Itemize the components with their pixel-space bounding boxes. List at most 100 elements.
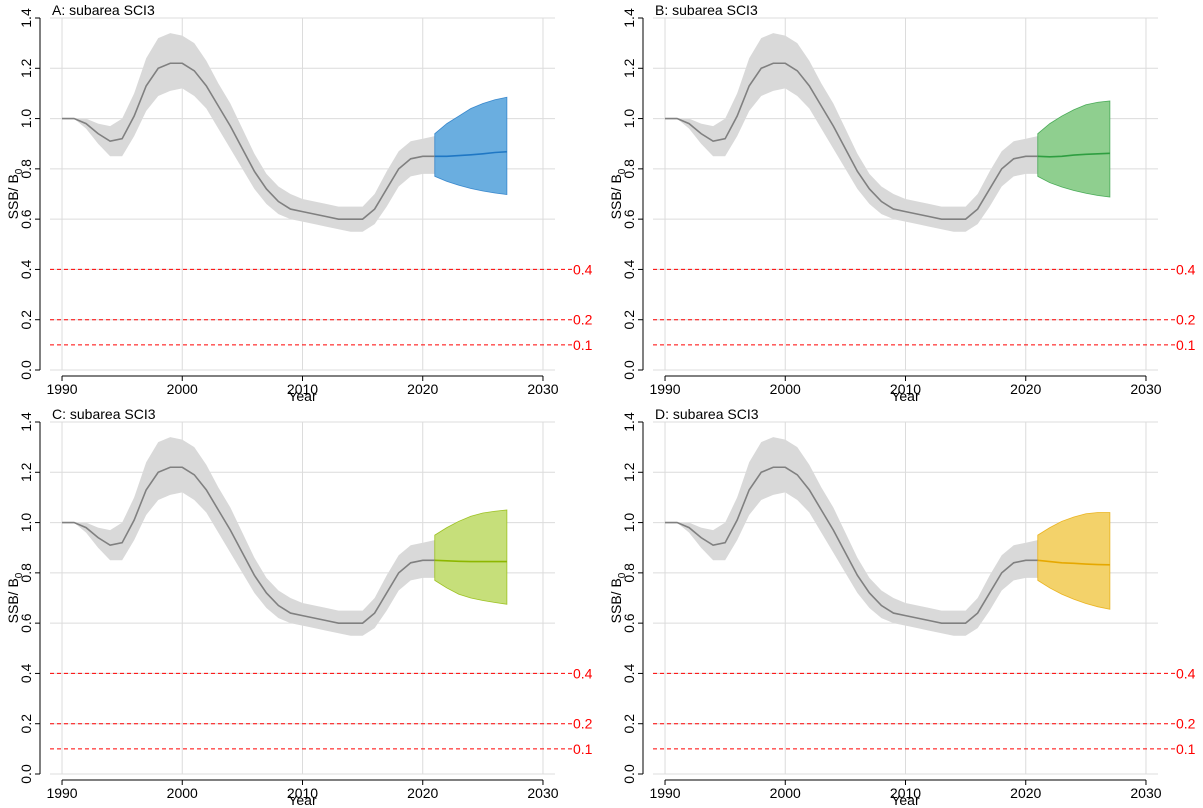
historical-band <box>62 437 435 636</box>
y-tick-label: 0.8 <box>18 563 34 583</box>
y-tick-label: 1.4 <box>621 412 637 432</box>
y-tick-label: 1.2 <box>18 462 34 482</box>
y-tick-label: 1.4 <box>18 8 34 28</box>
y-axis-title-main: SSB/ B <box>5 174 21 219</box>
y-tick-label: 1.4 <box>18 412 34 432</box>
x-tick-label: 2020 <box>407 785 438 801</box>
reference-label: 0.2 <box>1176 716 1196 732</box>
panel-title: C: subarea SCI3 <box>52 406 156 422</box>
reference-label: 0.2 <box>573 716 593 732</box>
x-tick-label: 2030 <box>527 381 558 397</box>
chart-panel-b: 0.4 0.2 0.1 1990 2000 2010 2020 2030 0.0 0.2 0.4 0.… <box>603 0 1203 404</box>
y-tick-label: 1.0 <box>621 513 637 533</box>
projection-band <box>434 509 508 605</box>
panel-title: A: subarea SCI3 <box>52 2 155 18</box>
y-tick-label: 1.2 <box>18 58 34 78</box>
y-axis-title: SSB/ B0 <box>608 168 628 219</box>
chart-svg: 0.4 0.2 0.1 1990 2000 2010 2020 2030 0.0 0.2 0.4 0.… <box>608 406 1196 808</box>
reference-label: 0.4 <box>573 665 593 681</box>
y-tick-label: 0.6 <box>18 209 34 229</box>
x-tick-label: 1990 <box>46 381 77 397</box>
x-tick-label: 2000 <box>167 785 198 801</box>
chart-svg: 0.4 0.2 0.1 1990 2000 2010 2020 2030 0.0 0.2 0.4 0.… <box>5 406 593 808</box>
y-tick-label: 1.2 <box>621 462 637 482</box>
reference-label: 0.2 <box>573 312 593 328</box>
y-tick-label: 0.0 <box>18 360 34 380</box>
reference-label: 0.1 <box>573 741 593 757</box>
chart-svg: 0.4 0.2 0.1 1990 2000 2010 2020 2030 0.0 0.2 0.4 0.… <box>608 2 1196 404</box>
projection-median-line <box>434 150 507 158</box>
x-tick-label: 1990 <box>649 381 680 397</box>
y-tick-label: 0.2 <box>621 714 637 734</box>
reference-label: 0.4 <box>1176 665 1196 681</box>
y-axis-title-main: SSB/ B <box>5 578 21 623</box>
y-axis-title-subscript: 0 <box>14 168 25 174</box>
y-tick-label: 0.6 <box>621 209 637 229</box>
y-axis-title: SSB/ B0 <box>608 572 628 623</box>
x-tick-label: 1990 <box>649 785 680 801</box>
y-tick-label: 1.0 <box>18 109 34 129</box>
x-tick-label: 2010 <box>890 785 921 801</box>
chart-panel-d: 0.4 0.2 0.1 1990 2000 2010 2020 2030 0.0 0.2 0.4 0.… <box>603 404 1203 808</box>
reference-label: 0.4 <box>573 261 593 277</box>
x-tick-label: 2030 <box>1130 381 1161 397</box>
x-tick-label: 2030 <box>527 785 558 801</box>
y-axis-title: SSB/ B0 <box>5 168 25 219</box>
x-tick-label: 2020 <box>407 381 438 397</box>
projection-band <box>1037 100 1111 198</box>
x-axis-title: Year <box>288 388 317 404</box>
historical-median-line <box>665 62 1038 220</box>
x-tick-label: 2000 <box>770 381 801 397</box>
x-tick-label: 2010 <box>287 785 318 801</box>
chart-panel-c: 0.4 0.2 0.1 1990 2000 2010 2020 2030 0.0 0.2 0.4 0.… <box>0 404 600 808</box>
y-tick-label: 0.0 <box>621 764 637 784</box>
reference-label: 0.1 <box>1176 337 1196 353</box>
projection-band <box>1037 512 1111 610</box>
reference-label: 0.2 <box>1176 312 1196 328</box>
y-tick-label: 0.6 <box>621 613 637 633</box>
projection-band <box>434 96 508 195</box>
x-tick-label: 2010 <box>890 381 921 397</box>
reference-label: 0.1 <box>573 337 593 353</box>
y-tick-label: 0.2 <box>18 714 34 734</box>
x-axis-title: Year <box>288 792 317 808</box>
y-tick-label: 0.4 <box>621 259 637 279</box>
historical-median-line <box>665 466 1038 624</box>
x-tick-label: 2000 <box>770 785 801 801</box>
historical-median-line <box>62 466 435 624</box>
y-tick-label: 0.8 <box>621 159 637 179</box>
x-tick-label: 1990 <box>46 785 77 801</box>
projection-median-line <box>434 559 507 563</box>
y-tick-label: 1.2 <box>621 58 637 78</box>
y-axis-title-subscript: 0 <box>14 572 25 578</box>
projection-median-line <box>1037 152 1110 158</box>
y-axis-title-subscript: 0 <box>617 168 628 174</box>
y-axis-title-main: SSB/ B <box>608 174 624 219</box>
y-tick-label: 1.0 <box>621 109 637 129</box>
historical-band <box>665 437 1038 636</box>
x-axis-title: Year <box>891 792 920 808</box>
y-tick-label: 0.0 <box>621 360 637 380</box>
y-tick-label: 0.4 <box>18 259 34 279</box>
historical-band <box>62 33 435 232</box>
y-tick-label: 0.2 <box>18 310 34 330</box>
y-axis-title-main: SSB/ B <box>608 578 624 623</box>
y-tick-label: 0.0 <box>18 764 34 784</box>
y-axis-title: SSB/ B0 <box>5 572 25 623</box>
historical-median-line <box>62 62 435 220</box>
panel-title: B: subarea SCI3 <box>655 2 758 18</box>
y-tick-label: 0.8 <box>621 563 637 583</box>
y-axis-title-subscript: 0 <box>617 572 628 578</box>
y-tick-label: 1.0 <box>18 513 34 533</box>
y-tick-label: 0.2 <box>621 310 637 330</box>
x-tick-label: 2020 <box>1010 381 1041 397</box>
reference-label: 0.4 <box>1176 261 1196 277</box>
x-tick-label: 2000 <box>167 381 198 397</box>
x-tick-label: 2020 <box>1010 785 1041 801</box>
historical-band <box>665 33 1038 232</box>
chart-panel-a: 0.4 0.2 0.1 1990 2000 2010 2020 2030 0.0 0.2 0.4 0.… <box>0 0 600 404</box>
y-tick-label: 0.4 <box>621 663 637 683</box>
panel-title: D: subarea SCI3 <box>655 406 759 422</box>
chart-svg: 0.4 0.2 0.1 1990 2000 2010 2020 2030 0.0 0.2 0.4 0.… <box>5 2 593 404</box>
